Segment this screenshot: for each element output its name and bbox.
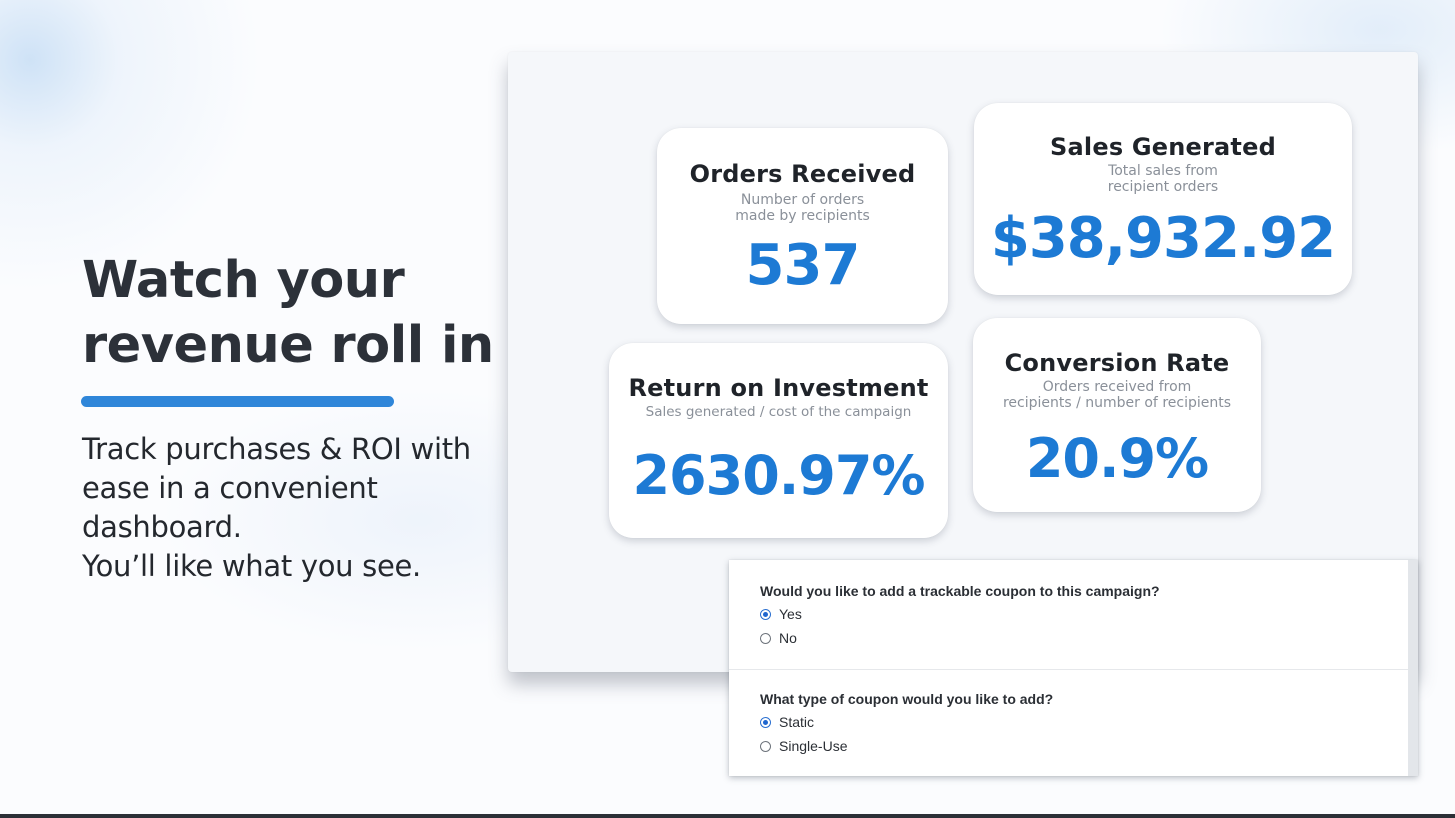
coupon-question-block: Would you like to add a trackable coupon… (729, 560, 1408, 670)
coupon-type-question-block: What type of coupon would you like to ad… (729, 670, 1408, 776)
coupon-form: Would you like to add a trackable coupon… (729, 560, 1418, 776)
roi-title: Return on Investment (628, 374, 929, 402)
roi-card: Return on Investment Sales generated / c… (609, 343, 948, 538)
sales-generated-description: Total sales from recipient orders (974, 163, 1352, 195)
orders-received-title: Orders Received (689, 160, 916, 188)
orders-received-card: Orders Received Number of orders made by… (657, 128, 948, 324)
hero-headline: Watch your revenue roll in (82, 248, 502, 378)
conversion-rate-card: Conversion Rate Orders received from rec… (973, 318, 1261, 512)
bottom-border (0, 814, 1455, 818)
coupon-type-option-single-use[interactable]: Single-Use (760, 737, 847, 755)
conversion-desc-line-1: Orders received from (1042, 379, 1192, 395)
hero-subtext: Track purchases & ROI with ease in a con… (82, 430, 502, 586)
subtext-line-3: dashboard. (82, 510, 242, 544)
coupon-option-yes[interactable]: Yes (760, 605, 802, 623)
headline-line-2: revenue roll in (82, 316, 494, 375)
orders-desc-line-1: Number of orders (740, 192, 865, 208)
subtext-line-1: Track purchases & ROI with (82, 432, 471, 466)
headline-line-1: Watch your (82, 251, 405, 310)
coupon-option-no[interactable]: No (760, 629, 797, 647)
roi-description: Sales generated / cost of the campaign (645, 404, 912, 420)
radio-unselected-icon[interactable] (760, 632, 771, 644)
orders-received-value: 537 (745, 233, 861, 298)
sales-generated-title: Sales Generated (1050, 133, 1276, 161)
roi-value: 2630.97% (632, 444, 925, 507)
subtext-line-4: You’ll like what you see. (82, 549, 421, 583)
coupon-type-static-label: Static (779, 714, 815, 730)
radio-selected-icon[interactable] (760, 608, 771, 620)
sales-generated-card: Sales Generated Total sales from recipie… (974, 103, 1352, 295)
accent-divider (81, 396, 394, 407)
sales-generated-value: $38,932.92 (990, 206, 1336, 271)
radio-selected-icon[interactable] (760, 716, 771, 728)
orders-received-description: Number of orders made by recipients (657, 192, 948, 224)
sales-desc-line-1: Total sales from (1108, 163, 1218, 179)
coupon-question-label: Would you like to add a trackable coupon… (760, 583, 1160, 599)
conversion-rate-value: 20.9% (1025, 427, 1209, 490)
radio-unselected-icon[interactable] (760, 740, 771, 752)
coupon-option-yes-label: Yes (779, 606, 802, 622)
orders-desc-line-2: made by recipients (735, 208, 870, 224)
sales-desc-line-2: recipient orders (1107, 179, 1219, 195)
coupon-type-option-static[interactable]: Static (760, 713, 814, 731)
subtext-line-2: ease in a convenient (82, 471, 378, 505)
conversion-rate-title: Conversion Rate (1004, 349, 1230, 377)
coupon-option-no-label: No (779, 630, 797, 646)
conversion-desc-line-2: recipients / number of recipients (1002, 395, 1232, 411)
conversion-rate-description: Orders received from recipients / number… (973, 379, 1261, 411)
coupon-type-single-use-label: Single-Use (779, 738, 848, 754)
coupon-type-question-label: What type of coupon would you like to ad… (760, 691, 1054, 707)
